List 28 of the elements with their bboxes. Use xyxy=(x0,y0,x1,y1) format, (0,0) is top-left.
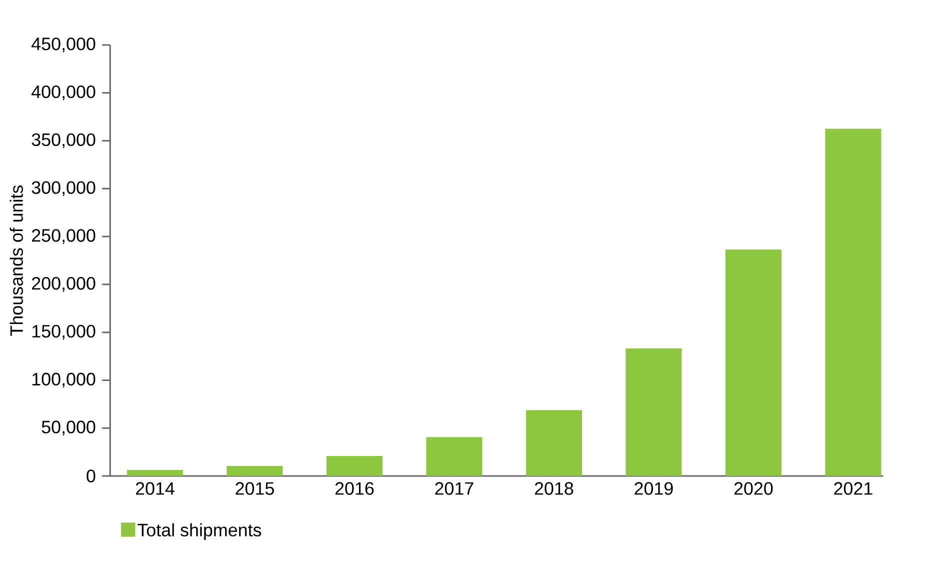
x-tick-label: 2017 xyxy=(435,482,474,495)
x-tick-label: 2021 xyxy=(834,482,872,495)
y-tick-label: 300,000 xyxy=(32,181,96,196)
y-tick-label: 50,000 xyxy=(42,420,96,436)
y-tick-label: 200,000 xyxy=(32,277,96,292)
y-tick-label: 450,000 xyxy=(32,38,96,52)
bar xyxy=(326,456,382,476)
x-tick-label: 2018 xyxy=(534,482,574,495)
y-tick-label: 350,000 xyxy=(32,133,96,148)
bar xyxy=(825,128,882,476)
legend-label: Total shipments xyxy=(138,523,262,540)
y-tick-label: 0 xyxy=(86,470,96,482)
x-tick-label: 2014 xyxy=(136,482,174,495)
y-tick-label: 400,000 xyxy=(32,85,96,100)
bar xyxy=(226,466,283,476)
y-tick-label: 250,000 xyxy=(32,229,96,244)
bar xyxy=(426,437,482,476)
x-tick-label: 2020 xyxy=(734,482,773,495)
x-tick-label: 2019 xyxy=(634,482,673,495)
y-tick-label: 100,000 xyxy=(32,372,96,388)
bar xyxy=(725,249,782,476)
bar xyxy=(526,410,582,476)
bar xyxy=(127,470,184,476)
y-axis-title: Thousands of units xyxy=(10,185,23,336)
x-tick-label: 2016 xyxy=(335,482,374,495)
x-tick-label: 2015 xyxy=(236,482,274,495)
y-tick-label: 150,000 xyxy=(32,324,96,340)
bar xyxy=(626,348,682,476)
